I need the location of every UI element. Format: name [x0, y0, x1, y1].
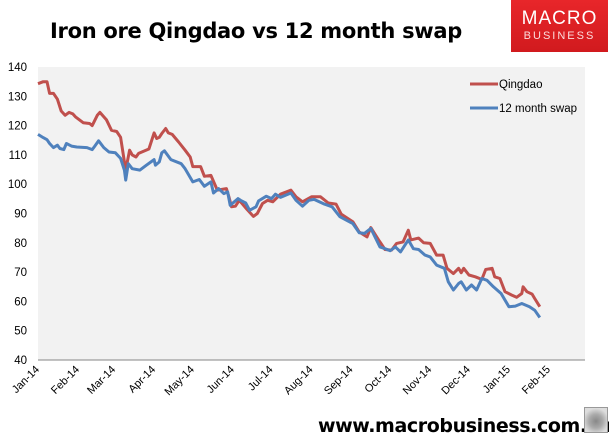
y-tick-label: 140 [8, 62, 27, 74]
chart-title: Iron ore Qingdao vs 12 month swap [50, 19, 462, 43]
logo-line-1: MACRO [521, 8, 598, 29]
x-axis: Jan-14 Feb-14 Mar-14 Apr-14 May-14 Jun-14 Jul-… [10, 359, 585, 398]
x-tick-label: Jun-14 [205, 364, 237, 396]
x-tick-label: Sep-14 [322, 364, 356, 398]
series-line-qingdao [37, 80, 542, 308]
x-tick-label: Jan-15 [481, 364, 513, 396]
x-tick-label: Apr-14 [126, 364, 158, 396]
y-tick-label: 130 [8, 91, 27, 103]
logo-line-2: BUSINESS [523, 30, 596, 42]
legend-label: Qingdao [499, 79, 542, 91]
y-tick-label: 70 [14, 267, 27, 279]
y-tick-label: 80 [14, 238, 27, 250]
wolf-logo-icon [584, 407, 608, 433]
x-tick-label: Oct-14 [362, 364, 394, 396]
series-lines [37, 80, 542, 319]
x-tick-label: Jul-14 [246, 364, 276, 394]
x-tick-label: Mar-14 [85, 364, 118, 397]
x-tick-label: Feb-15 [520, 364, 553, 397]
y-tick-label: 40 [14, 355, 27, 367]
x-tick-label: Feb-14 [49, 364, 82, 397]
x-tick-label: Aug-14 [282, 364, 316, 398]
macrobusiness-logo: MACRO BUSINESS [511, 0, 608, 52]
plot-area [38, 67, 585, 360]
y-tick-label: 50 [14, 326, 27, 338]
x-tick-label: May-14 [163, 364, 197, 398]
y-tick-label: 120 [8, 121, 27, 133]
x-tick-label: Nov-14 [401, 364, 435, 398]
series-line-12-month-swap [37, 133, 542, 319]
y-tick-label: 110 [9, 150, 27, 162]
y-tick-label: 90 [14, 209, 27, 221]
x-tick-label: Dec-14 [439, 364, 473, 398]
legend-label: 12 month swap [499, 103, 577, 115]
y-tick-label: 60 [14, 296, 27, 308]
website-url: www.macrobusiness.com.au [318, 415, 609, 437]
y-axis: 40 50 60 70 80 90 100 110 120 130 140 [8, 62, 27, 367]
x-tick-label: Jan-14 [10, 364, 42, 396]
legend: Qingdao 12 month swap [470, 79, 577, 115]
y-tick-label: 100 [8, 179, 27, 191]
